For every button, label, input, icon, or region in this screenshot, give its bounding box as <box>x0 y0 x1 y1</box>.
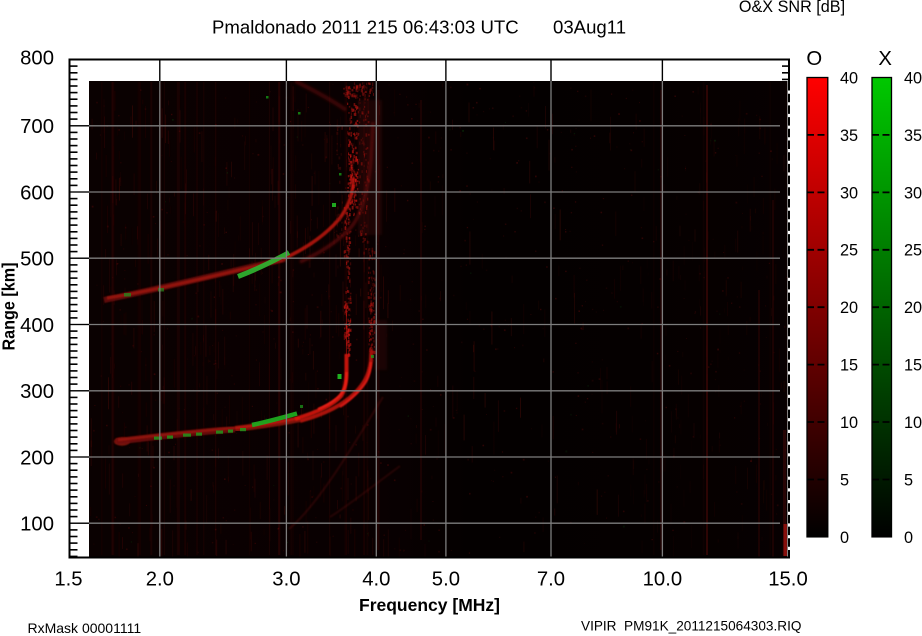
svg-text:15: 15 <box>840 357 858 375</box>
svg-text:300: 300 <box>20 381 54 403</box>
svg-text:03Aug11: 03Aug11 <box>553 17 626 38</box>
svg-text:1.5: 1.5 <box>54 568 82 590</box>
svg-text:25: 25 <box>904 242 922 260</box>
svg-text:35: 35 <box>904 127 922 145</box>
svg-text:Range [km]: Range [km] <box>0 263 19 351</box>
svg-text:7.0: 7.0 <box>537 568 565 590</box>
svg-text:800: 800 <box>20 47 54 69</box>
svg-text:15: 15 <box>904 357 922 375</box>
svg-text:400: 400 <box>20 315 54 337</box>
svg-text:15.0: 15.0 <box>768 568 807 590</box>
svg-text:3.0: 3.0 <box>272 568 300 590</box>
svg-text:600: 600 <box>20 182 54 204</box>
svg-text:10: 10 <box>904 414 922 432</box>
svg-text:20: 20 <box>840 299 858 317</box>
svg-text:RxMask 00001111: RxMask 00001111 <box>28 620 142 636</box>
svg-text:0: 0 <box>840 529 849 547</box>
svg-text:20: 20 <box>904 299 922 317</box>
svg-text:2.0: 2.0 <box>146 568 174 590</box>
svg-text:5.0: 5.0 <box>432 568 460 590</box>
svg-text:VIPIR PM91K_2011215064303.RIQ: VIPIR PM91K_2011215064303.RIQ <box>581 619 801 634</box>
svg-text:700: 700 <box>20 116 54 138</box>
svg-text:4.0: 4.0 <box>362 568 390 590</box>
svg-text:5: 5 <box>840 471 849 489</box>
svg-text:10: 10 <box>840 414 858 432</box>
svg-text:100: 100 <box>20 514 54 536</box>
svg-text:Pmaldonado 2011 215 06:43:03 U: Pmaldonado 2011 215 06:43:03 UTC <box>212 17 519 38</box>
svg-text:35: 35 <box>840 127 858 145</box>
svg-text:O&X SNR [dB]: O&X SNR [dB] <box>739 0 845 16</box>
svg-text:10.0: 10.0 <box>643 568 682 590</box>
svg-text:30: 30 <box>904 184 922 202</box>
svg-text:40: 40 <box>840 69 858 87</box>
svg-text:30: 30 <box>840 184 858 202</box>
svg-text:X: X <box>878 48 892 70</box>
svg-text:0: 0 <box>904 529 913 547</box>
svg-text:O: O <box>806 48 822 70</box>
svg-text:500: 500 <box>20 249 54 271</box>
svg-text:25: 25 <box>840 242 858 260</box>
svg-text:5: 5 <box>904 471 913 489</box>
svg-text:Frequency [MHz]: Frequency [MHz] <box>359 595 500 615</box>
svg-text:40: 40 <box>904 69 922 87</box>
svg-text:200: 200 <box>20 447 54 469</box>
